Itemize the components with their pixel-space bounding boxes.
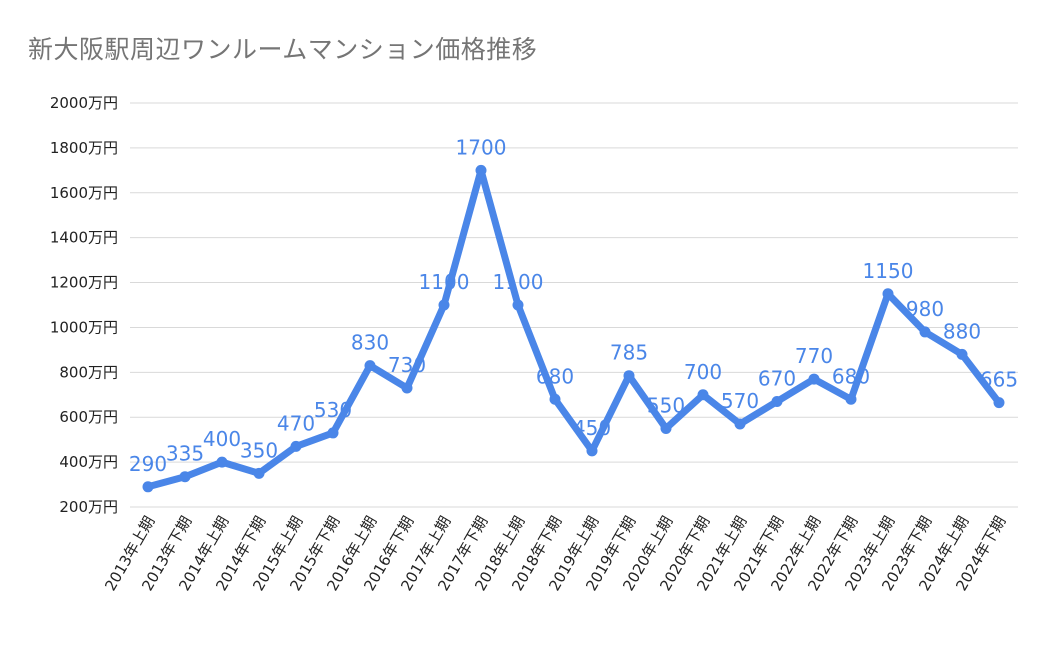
y-tick-label: 400万円: [59, 453, 118, 471]
y-tick-label: 1800万円: [50, 139, 118, 157]
data-label: 785: [610, 341, 648, 365]
y-axis-ticks: 200万円 400万円 600万円 800万円 1000万円 1200万円 1400万円 16…: [50, 94, 118, 516]
x-axis-ticks: 2013年上期2013年下期2014年上期2014年下期2015年上期2015年…: [101, 513, 1009, 594]
data-label: 830: [351, 331, 389, 355]
data-point: [771, 396, 783, 408]
data-label: 290: [129, 452, 167, 476]
data-label: 550: [647, 393, 685, 417]
data-label: 1150: [863, 259, 914, 283]
data-point: [956, 348, 968, 360]
data-point: [734, 418, 746, 430]
data-point: [623, 370, 635, 382]
data-point: [845, 393, 857, 405]
data-label: 680: [832, 364, 870, 388]
series-line-path: [144, 166, 1003, 491]
data-label: 700: [684, 360, 722, 384]
data-label: 680: [536, 364, 574, 388]
data-label: 670: [758, 367, 796, 391]
data-point: [290, 440, 302, 452]
data-point: [993, 397, 1005, 409]
data-point: [179, 471, 191, 483]
y-tick-label: 1000万円: [50, 318, 118, 336]
data-point: [401, 382, 413, 394]
data-label: 1100: [419, 270, 470, 294]
y-tick-label: 1600万円: [50, 184, 118, 202]
data-label: 470: [277, 411, 315, 435]
data-label: 335: [166, 442, 204, 466]
y-tick-label: 2000万円: [50, 94, 118, 112]
data-point: [882, 288, 894, 300]
y-tick-label: 200万円: [59, 498, 118, 516]
data-label: 665: [980, 368, 1018, 392]
data-point: [216, 456, 228, 468]
data-point: [808, 373, 820, 385]
data-point: [512, 299, 524, 311]
data-label: 1100: [493, 270, 544, 294]
chart-title: 新大阪駅周辺ワンルームマンション価格推移: [28, 35, 538, 64]
data-label: 350: [240, 438, 278, 462]
data-label: 770: [795, 344, 833, 368]
y-tick-label: 600万円: [59, 408, 118, 426]
series-line: [144, 166, 1003, 491]
data-label: 1700: [456, 135, 507, 159]
data-point: [253, 467, 265, 479]
data-label: 570: [721, 389, 759, 413]
gridlines: [130, 102, 1018, 508]
y-tick-label: 1200万円: [50, 274, 118, 292]
data-point: [364, 360, 376, 372]
data-label: 730: [388, 353, 426, 377]
data-label: 880: [943, 319, 981, 343]
data-point: [549, 393, 561, 405]
data-label: 400: [203, 427, 241, 451]
data-label: 980: [906, 297, 944, 321]
y-tick-label: 800万円: [59, 363, 118, 381]
data-point: [142, 481, 154, 493]
series-points: [142, 164, 1005, 493]
data-label: 530: [314, 398, 352, 422]
data-label: 450: [573, 416, 611, 440]
data-point: [919, 326, 931, 338]
data-point: [475, 164, 487, 176]
data-point: [660, 422, 672, 434]
data-point: [438, 299, 450, 311]
data-point: [697, 389, 709, 401]
data-point: [327, 427, 339, 439]
data-point: [586, 445, 598, 457]
y-tick-label: 1400万円: [50, 229, 118, 247]
